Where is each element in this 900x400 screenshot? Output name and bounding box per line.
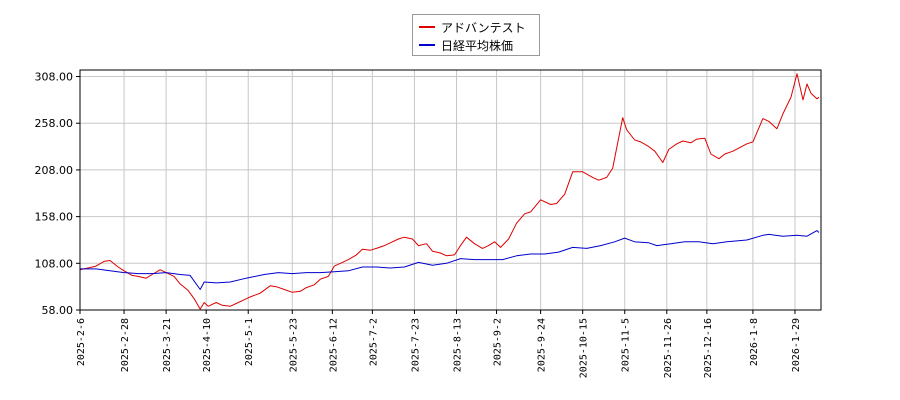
x-tick-label: 2025-11-5 (621, 318, 632, 372)
x-tick-label: 2025-5-23 (288, 318, 299, 372)
y-tick-label: 308.00 (35, 71, 74, 84)
legend-label-1: 日経平均株価 (441, 38, 514, 53)
legend-item-1: 日経平均株価 (419, 37, 513, 53)
x-tick-label: 2025-12-16 (703, 318, 714, 378)
series-line-0 (79, 73, 820, 310)
x-tick-label: 2025-2-28 (120, 318, 131, 372)
x-tick-label: 2025-11-26 (663, 318, 674, 378)
y-tick-label: 158.00 (35, 211, 74, 224)
legend-label-0: アドバンテスト (441, 20, 526, 35)
x-tick-label: 2026-1-29 (791, 318, 802, 372)
y-tick-label: 258.00 (35, 117, 74, 130)
x-tick-label: 2025-10-15 (579, 318, 590, 378)
x-tick-label: 2025-7-23 (410, 318, 421, 372)
x-tick-label: 2025-6-12 (328, 318, 339, 372)
x-tick-label: 2025-8-13 (453, 318, 464, 372)
plot-frame (79, 69, 822, 311)
x-tick-label: 2025-3-21 (162, 318, 173, 372)
x-tick-label: 2025-2-6 (76, 318, 87, 366)
legend: アドバンテスト 日経平均株価 (412, 14, 540, 56)
legend-swatch-1 (419, 44, 435, 46)
legend-swatch-0 (419, 26, 435, 28)
y-tick-label: 208.00 (35, 164, 74, 177)
x-tick-label: 2025-9-24 (537, 318, 548, 372)
x-tick-label: 2026-1-8 (749, 318, 760, 366)
y-tick-label: 58.00 (42, 304, 74, 317)
x-tick-label: 2025-7-2 (368, 318, 379, 366)
y-tick-label: 108.00 (35, 257, 74, 270)
legend-item-0: アドバンテスト (419, 19, 526, 35)
x-tick-label: 2025-4-10 (202, 318, 213, 372)
x-tick-label: 2025-9-2 (493, 318, 504, 366)
series-line-1 (80, 230, 820, 290)
x-tick-label: 2025-5-1 (244, 318, 255, 366)
